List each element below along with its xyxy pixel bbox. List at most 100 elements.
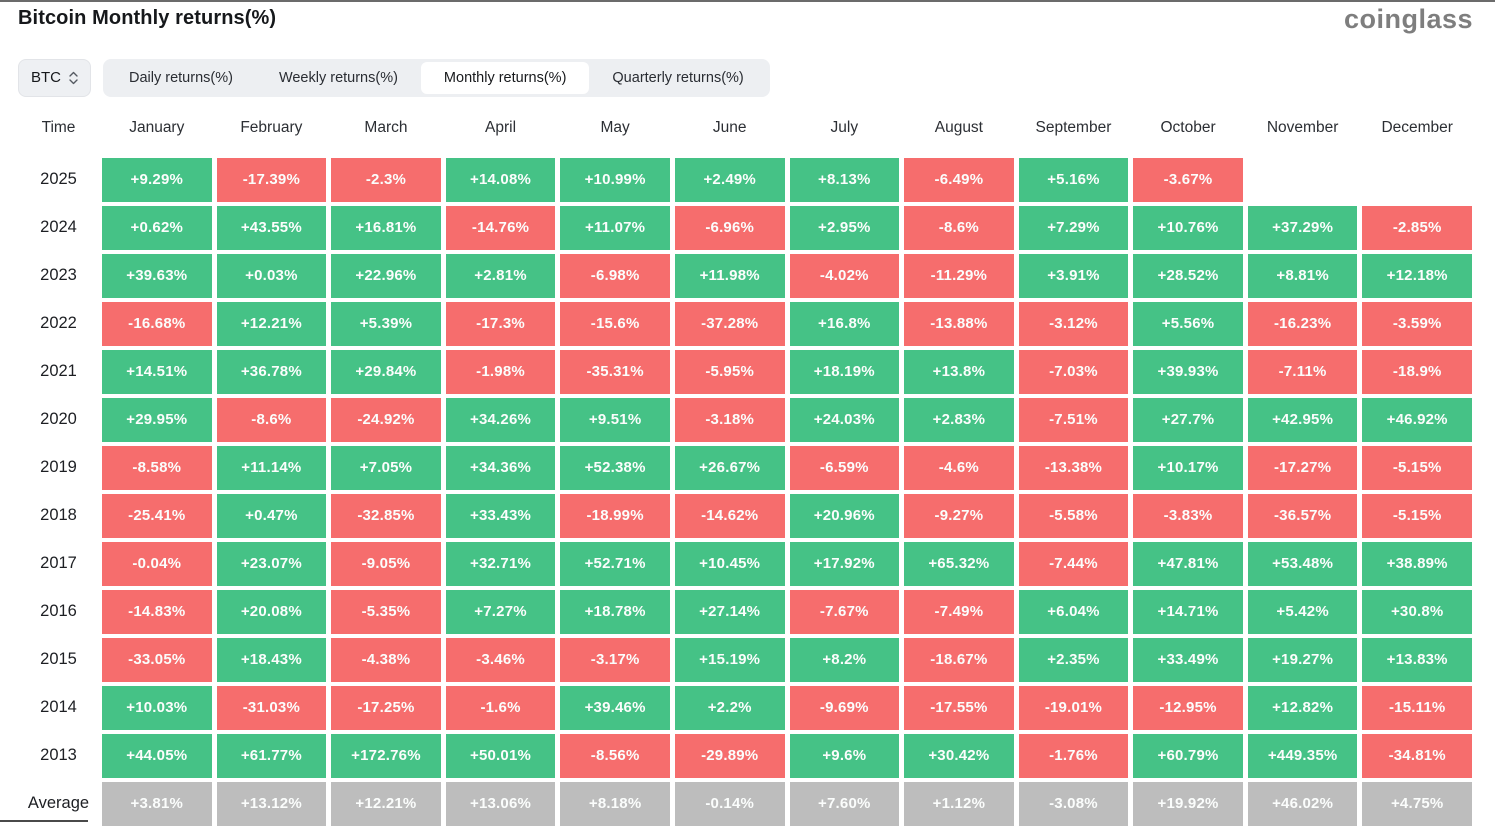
table-cell: -7.51%: [1018, 397, 1129, 442]
table-cell: -13.88%: [904, 301, 1014, 346]
row-label-2021: 2021: [40, 362, 77, 381]
table-cell: -17.25%: [331, 685, 441, 730]
table-cell: -19.01%: [1018, 685, 1129, 730]
table-cell: -6.49%: [904, 157, 1014, 202]
table-cell: -3.18%: [674, 397, 785, 442]
header: Bitcoin Monthly returns(%) coinglass: [0, 2, 1495, 35]
table-cell: -15.11%: [1362, 685, 1472, 730]
table-cell: -5.95%: [674, 349, 785, 394]
table-cell: +8.2%: [789, 637, 900, 682]
table-cell: +29.84%: [331, 349, 441, 394]
table-cell: -1.76%: [1018, 733, 1129, 778]
table-cell: -33.05%: [102, 637, 212, 682]
table-cell: +52.71%: [560, 541, 670, 586]
row-label-2014: 2014: [40, 698, 77, 717]
table-cell: +18.43%: [216, 637, 327, 682]
horizontal-scrollbar[interactable]: [0, 820, 88, 822]
table-cell: +5.56%: [1133, 301, 1243, 346]
table-cell: -3.12%: [1018, 301, 1129, 346]
row-label-average: Average: [27, 794, 90, 813]
table-cell: -0.14%: [674, 781, 785, 826]
column-header-november: November: [1266, 118, 1339, 136]
row-label-2017: 2017: [40, 554, 77, 573]
table-cell: +10.17%: [1133, 445, 1243, 490]
table-cell: +0.03%: [216, 253, 327, 298]
table-cell: +2.95%: [789, 205, 900, 250]
symbol-selector-value: BTC: [31, 69, 61, 87]
table-cell: -1.98%: [445, 349, 556, 394]
table-cell: +17.92%: [789, 541, 900, 586]
table-cell: +5.39%: [331, 301, 441, 346]
row-label-2015: 2015: [40, 650, 77, 669]
table-cell: -3.08%: [1018, 781, 1129, 826]
table-cell: +9.6%: [789, 733, 900, 778]
returns-table: Time January February March April May June July…: [20, 110, 1472, 826]
table-cell: +47.81%: [1133, 541, 1243, 586]
tabs: Daily returns(%) Weekly returns(%) Monthly…: [103, 58, 770, 97]
table-cell: +32.71%: [445, 541, 556, 586]
column-header-may: May: [600, 118, 630, 136]
table-cell: +29.95%: [102, 397, 212, 442]
table-cell: -12.95%: [1133, 685, 1243, 730]
table-cell: +18.19%: [789, 349, 900, 394]
table-cell: +13.06%: [445, 781, 556, 826]
table-cell: -9.69%: [789, 685, 900, 730]
page-title: Bitcoin Monthly returns(%): [18, 7, 277, 29]
table-cell: -16.23%: [1247, 301, 1358, 346]
row-label-2023: 2023: [40, 266, 77, 285]
table-cell: -5.15%: [1362, 493, 1472, 538]
table-cell: +2.2%: [674, 685, 785, 730]
row-label-2013: 2013: [40, 746, 77, 765]
table-cell: +28.52%: [1133, 253, 1243, 298]
table-cell: -3.83%: [1133, 493, 1243, 538]
table-cell: -9.27%: [904, 493, 1014, 538]
table-cell: +23.07%: [216, 541, 327, 586]
table-cell: +13.12%: [216, 781, 327, 826]
table-cell: +8.13%: [789, 157, 900, 202]
table-cell: +65.32%: [904, 541, 1014, 586]
table-cell: +43.55%: [216, 205, 327, 250]
table-cell: -17.55%: [904, 685, 1014, 730]
column-header-time: Time: [41, 118, 76, 136]
table-cell: -31.03%: [216, 685, 327, 730]
table-cell: +3.91%: [1018, 253, 1129, 298]
table-cell: +50.01%: [445, 733, 556, 778]
tab-weekly-returns[interactable]: Weekly returns(%): [278, 69, 398, 86]
table-cell: +11.14%: [216, 445, 327, 490]
table-cell: -5.35%: [331, 589, 441, 634]
table-cell: -6.59%: [789, 445, 900, 490]
tab-daily-returns[interactable]: Daily returns(%): [129, 69, 233, 86]
tab-quarterly-returns[interactable]: Quarterly returns(%): [612, 69, 744, 86]
table-cell: +5.42%: [1247, 589, 1358, 634]
table-cell: +44.05%: [102, 733, 212, 778]
table-cell: -17.39%: [216, 157, 327, 202]
table-cell: +14.51%: [102, 349, 212, 394]
symbol-selector[interactable]: BTC: [18, 58, 91, 97]
column-header-february: February: [240, 118, 303, 136]
table-cell: -8.58%: [102, 445, 212, 490]
column-header-april: April: [485, 118, 517, 136]
table-cell: +2.83%: [904, 397, 1014, 442]
table-cell: +4.75%: [1362, 781, 1472, 826]
table-cell: +39.93%: [1133, 349, 1243, 394]
table-cell: +1.12%: [904, 781, 1014, 826]
table-cell: [1248, 158, 1358, 202]
table-cell: +27.7%: [1133, 397, 1243, 442]
table-cell: +10.03%: [102, 685, 212, 730]
table-cell: +12.18%: [1362, 253, 1472, 298]
column-header-march: March: [364, 118, 408, 136]
table-cell: +0.62%: [102, 205, 212, 250]
tab-monthly-returns[interactable]: Monthly returns(%): [420, 61, 590, 94]
table-cell: -35.31%: [560, 349, 670, 394]
table-cell: +6.04%: [1018, 589, 1129, 634]
table-cell: -11.29%: [904, 253, 1014, 298]
table-cell: +7.05%: [331, 445, 441, 490]
table-cell: +52.38%: [560, 445, 670, 490]
table-cell: +0.47%: [216, 493, 327, 538]
table-cell: +42.95%: [1247, 397, 1358, 442]
table-cell: +2.81%: [445, 253, 556, 298]
column-header-july: July: [830, 118, 859, 136]
table-cell: +172.76%: [331, 733, 441, 778]
table-cell: +20.08%: [216, 589, 327, 634]
